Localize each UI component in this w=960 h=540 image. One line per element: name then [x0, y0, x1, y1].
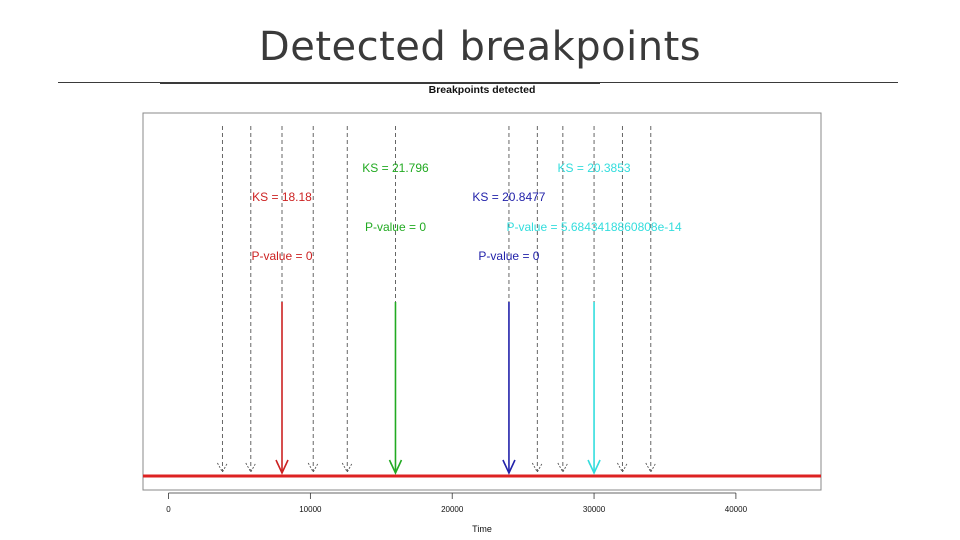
x-axis-label: Time [472, 524, 492, 534]
slide-title: Detected breakpoints [258, 24, 702, 70]
ks-label: KS = 21.796 [362, 161, 429, 175]
detected-arrow-head [388, 459, 403, 475]
plot-frame [142, 112, 822, 491]
x-tick-label: 20000 [441, 505, 464, 514]
x-tick-label: 40000 [725, 505, 748, 514]
detected-arrow-head [275, 459, 289, 475]
detected-arrow-head [502, 459, 516, 475]
detected-arrow-head [587, 459, 601, 475]
x-axis: 0 10000 20000 30000 40000 [166, 492, 748, 514]
p-value-label: P-value = 5.6843418860808e-14 [506, 220, 681, 234]
ks-label: KS = 20.3853 [558, 161, 631, 175]
candidate-breakpoints [217, 126, 657, 473]
x-tick-label: 0 [166, 505, 171, 514]
title-underline [58, 82, 898, 83]
ks-label: KS = 20.8477 [472, 190, 545, 204]
chart-title: Breakpoints detected [429, 84, 536, 96]
p-value-label: P-value = 0 [365, 220, 426, 234]
title-underline-inner [160, 83, 600, 84]
ks-label: KS = 18.18 [252, 190, 312, 204]
x-tick-label: 10000 [299, 505, 322, 514]
x-tick-label: 30000 [583, 505, 606, 514]
p-value-label: P-value = 0 [478, 249, 539, 263]
p-value-label: P-value = 0 [251, 249, 312, 263]
detected-breakpoints: KS = 18.18 P-value = 0 KS = 21.796 P-value … [251, 161, 682, 475]
